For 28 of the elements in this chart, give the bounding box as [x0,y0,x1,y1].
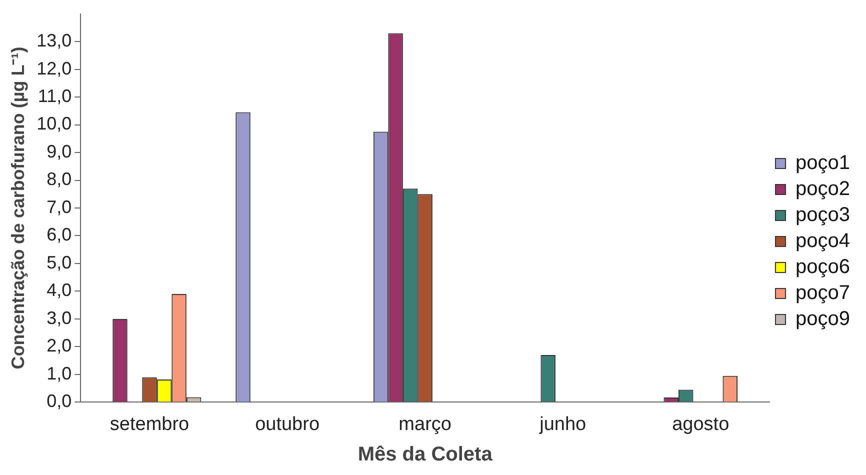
y-tick-label: 1,0 [46,363,72,384]
y-axis-title: Concentração de carbofurano (µg L⁻¹) [8,46,28,370]
y-tick-label: 4,0 [46,280,72,300]
legend-label: poço6 [796,256,850,278]
x-axis-title: Mês da Coleta [358,444,494,466]
y-tick-label: 5,0 [46,252,72,272]
y-tick-label: 0,0 [46,391,72,412]
x-tick-label: setembro [110,414,190,435]
legend-label: poço1 [796,152,850,174]
y-tick-label: 7,0 [46,196,72,217]
x-tick-label: março [398,414,452,435]
legend-label: poço3 [796,204,850,226]
x-tick-label: junho [538,414,586,435]
y-tick-label: 2,0 [46,336,72,356]
y-tick-label: 12,0 [36,58,72,78]
y-tick-label: 3,0 [46,308,72,328]
y-tick-label: 9,0 [46,141,72,162]
x-tick-label: agosto [672,414,730,435]
y-tick-label: 11,0 [38,86,72,106]
x-tick-label: outubro [255,414,320,435]
y-tick-label: 6,0 [46,224,72,245]
legend-label: poço9 [796,308,850,330]
legend-label: poço2 [796,178,850,200]
legend-label: poço4 [796,230,850,252]
y-tick-label: 10,0 [36,114,72,134]
y-tick-label: 8,0 [46,169,72,190]
legend-label: poço7 [796,282,850,304]
y-tick-label: 13,0 [36,30,72,51]
